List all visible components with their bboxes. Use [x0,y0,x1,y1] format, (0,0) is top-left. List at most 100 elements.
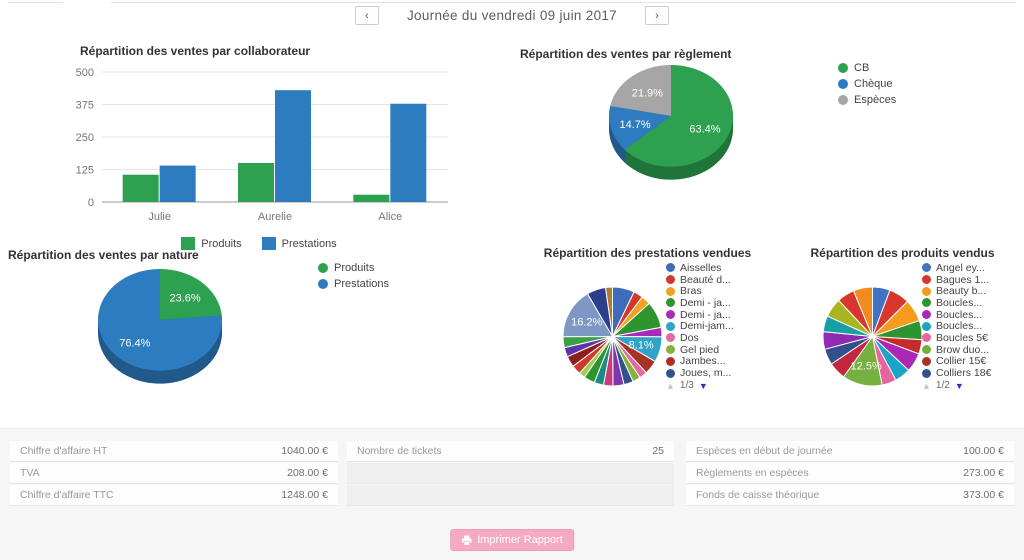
legend-color-dot [922,263,931,273]
svg-text:250: 250 [76,132,94,144]
svg-text:12.5%: 12.5% [851,361,882,373]
summary-label: Règlements en espèces [696,467,809,479]
svg-text:0: 0 [88,197,94,209]
summary-value: 100.00 € [963,445,1004,457]
legend-item[interactable]: Colliers 18€ [922,367,991,379]
legend-item[interactable]: Angel ey... [922,262,991,274]
pager-label: 1/3 [679,380,694,391]
legend-label: Jambes... [680,355,726,368]
chart-title: Répartition des ventes par règlement [520,47,732,61]
legend-item[interactable]: Beauté d... [666,274,734,286]
legend-item[interactable]: Boucles... [922,320,991,332]
legend-color-dot [666,321,675,331]
bar-chart-ventes-collaborateur: Répartition des ventes par collaborateur… [58,44,460,250]
legend-item[interactable]: Beauty b... [922,285,991,297]
legend-color-dot [666,263,675,273]
summary-row: Fonds de caisse théorique 373.00 € [686,485,1014,506]
summary-row: Espèces en début de journée 100.00 € [686,441,1014,462]
legend-item[interactable]: Chèque [838,78,896,90]
legend-label: Gel pied [680,343,720,356]
svg-text:21.9%: 21.9% [632,87,663,99]
pie-prestations-pagination: ▲ 1/3 ▼ [666,380,708,391]
summary-table-ca: Chiffre d'affaire HT 1040.00 € TVA 208.00 €… [10,441,338,507]
summary-label: Fonds de caisse théorique [696,489,820,501]
date-title: Journée du vendredi 09 juin 2017 [406,8,617,23]
legend-label: Beauté d... [680,273,731,286]
legend-label: Boucles... [936,308,983,321]
svg-text:14.7%: 14.7% [620,119,651,131]
legend-item[interactable]: Bagues 1... [922,274,991,286]
legend-item[interactable]: Boucles 5€ [922,332,991,344]
pager-up-arrow[interactable]: ▲ [922,380,931,391]
legend-label: Prestations [334,278,390,290]
legend-item[interactable]: Collier 15€ [922,355,991,368]
legend-item[interactable]: Bras [666,285,734,297]
legend-color-dot [838,63,848,73]
svg-text:Julie: Julie [148,211,171,223]
legend-label: Prestations [281,237,337,250]
legend-color-dot [922,286,931,296]
svg-text:8.1%: 8.1% [629,339,654,351]
legend-label: Produits [201,237,242,250]
pager-up-arrow[interactable]: ▲ [666,380,675,391]
summary-label: Nombre de tickets [357,445,442,457]
pie-produits-pagination: ▲ 1/2 ▼ [922,380,964,391]
legend-color-dot [922,345,931,355]
pager-down-arrow[interactable]: ▼ [954,380,964,391]
legend-color-dot [318,263,328,273]
legend-item[interactable]: Demi - ja... [666,309,734,321]
legend-color-dot [838,95,848,105]
summary-row: Nombre de tickets 25 [347,441,674,462]
pie-chart-nature[interactable]: 23.6% 76.4% [97,268,223,390]
pie-chart-reglement[interactable]: 63.4% 14.7% 21.9% [608,64,734,186]
legend-item[interactable]: Joues, m... [666,367,734,379]
legend-color-dot [181,237,196,250]
legend-label: CB [854,62,870,74]
legend-item[interactable]: Jambes... [666,355,734,368]
legend-item[interactable]: Boucles... [922,309,991,321]
print-report-button[interactable]: Imprimer Rapport [450,529,574,551]
legend-label: Produits [334,262,375,274]
legend-item[interactable]: Brow duo... [922,344,991,356]
chart-title: Répartition des produits vendus [810,246,995,260]
summary-label: Espèces en début de journée [696,445,833,457]
pie-chart-produits[interactable]: 12.5% [822,286,923,392]
prev-day-button[interactable]: ‹ [354,6,379,25]
top-border-line [8,2,1016,3]
legend-color-dot [922,310,931,320]
legend-color-dot [261,237,276,250]
pie-prestations-legend: Aisselles Beauté d... Bras Demi - ja... Demi… [666,262,734,379]
legend-item[interactable]: Demi - ja... [666,297,734,309]
legend-label: Dos [680,331,699,344]
legend-label: Boucles... [936,296,983,309]
date-navigation: ‹ Journée du vendredi 09 juin 2017 › [0,6,1024,25]
legend-item[interactable]: CB [838,62,896,74]
chart-title: Répartition des ventes par collaborateur [80,44,311,58]
legend-color-dot [318,279,328,289]
legend-item[interactable]: Produits [181,237,242,250]
legend-item[interactable]: Gel pied [666,344,734,356]
pie-nature-legend: Produits Prestations [318,262,389,294]
legend-label: Chèque [854,78,893,90]
bar-chart-legend: Produits Prestations [58,237,460,250]
legend-item[interactable]: Boucles... [922,297,991,309]
bar-chart-canvas[interactable]: 0 125 250 375 500 Julie Aurelie Alice [58,60,460,233]
legend-item[interactable]: Prestations [318,278,389,290]
legend-item[interactable]: Aisselles [666,262,734,274]
pie-chart-prestations[interactable]: 8.1% 16.2% [562,286,663,392]
summary-row: Chiffre d'affaire HT 1040.00 € [10,441,338,462]
legend-item[interactable]: Espèces [838,94,896,106]
legend-item[interactable]: Produits [318,262,389,274]
legend-color-dot [838,79,848,89]
svg-text:Aurelie: Aurelie [258,211,292,223]
legend-item[interactable]: Dos [666,332,734,344]
legend-label: Espèces [854,94,897,106]
legend-item[interactable]: Prestations [261,237,337,250]
legend-item[interactable]: Demi-jam... [666,320,734,332]
pie-produits-legend: Angel ey... Bagues 1... Beauty b... Boucles… [922,262,991,379]
legend-label: Colliers 18€ [936,367,992,380]
legend-label: Collier 15€ [936,355,987,368]
next-day-button[interactable]: › [645,6,669,25]
legend-color-dot [922,333,931,343]
pager-down-arrow[interactable]: ▼ [698,380,708,391]
